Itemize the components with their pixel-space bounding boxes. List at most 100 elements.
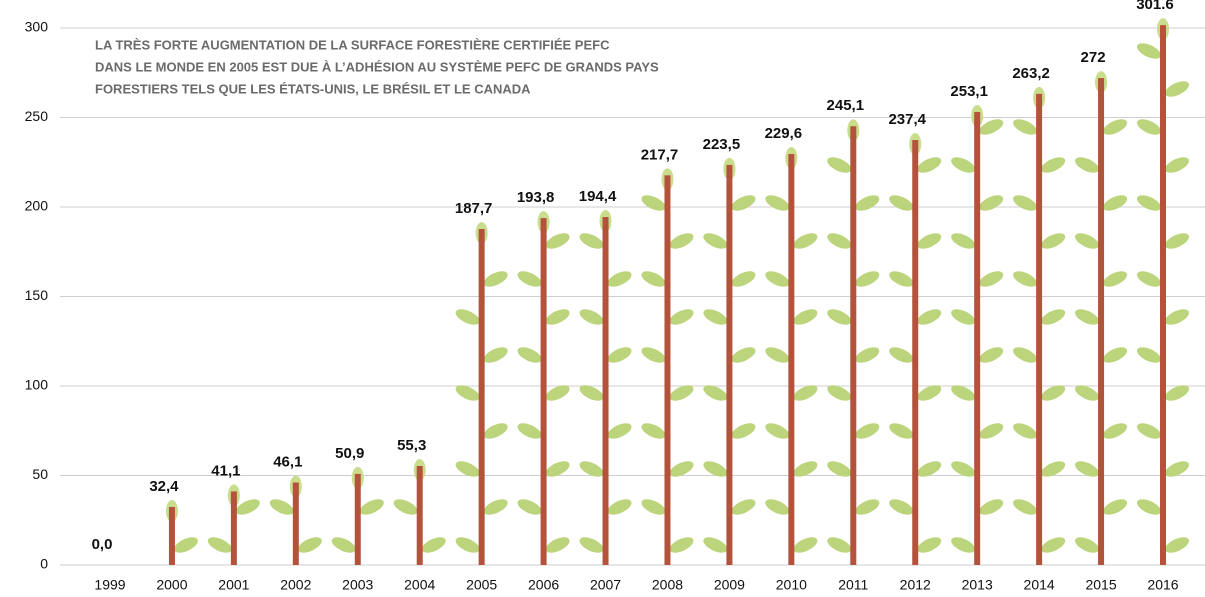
leaf xyxy=(515,496,544,518)
leaf xyxy=(949,230,978,252)
value-label: 0,0 xyxy=(92,536,113,553)
plant xyxy=(166,500,200,565)
leaf xyxy=(1163,534,1192,556)
bar xyxy=(850,126,856,565)
x-tick-label: 2016 xyxy=(1147,577,1178,593)
leaf xyxy=(887,496,916,518)
leaf xyxy=(1039,458,1068,480)
leaf xyxy=(949,382,978,404)
leaf xyxy=(853,344,882,366)
leaf xyxy=(791,534,820,556)
leaf xyxy=(791,230,820,252)
leaf xyxy=(701,534,730,556)
x-tick-label: 2005 xyxy=(466,577,497,593)
leaf xyxy=(515,344,544,366)
x-tick-label: 2002 xyxy=(280,577,311,593)
leaf xyxy=(667,306,696,328)
leaf xyxy=(763,496,792,518)
leaf xyxy=(1011,420,1040,442)
value-label: 272 xyxy=(1081,49,1106,66)
leaf xyxy=(1163,78,1192,100)
x-tick-label: 2014 xyxy=(1024,577,1055,593)
leaf xyxy=(701,458,730,480)
leaf xyxy=(887,192,916,214)
leaf xyxy=(481,420,510,442)
leaf xyxy=(949,534,978,556)
leaf xyxy=(1073,382,1102,404)
leaf xyxy=(853,192,882,214)
leaf xyxy=(825,154,854,176)
leaf xyxy=(1135,40,1164,62)
leaf xyxy=(667,382,696,404)
value-label: 194,4 xyxy=(579,188,617,205)
leaf xyxy=(605,496,634,518)
leaf xyxy=(577,534,606,556)
bar xyxy=(1160,25,1166,565)
leaf xyxy=(1011,116,1040,138)
bar xyxy=(912,140,918,565)
y-tick-label: 300 xyxy=(25,19,49,35)
plant xyxy=(1073,71,1130,565)
leaf xyxy=(543,230,572,252)
value-label: 55,3 xyxy=(397,437,426,454)
bar xyxy=(355,474,361,565)
bar xyxy=(974,112,980,565)
bar xyxy=(664,175,670,565)
leaf xyxy=(1163,154,1192,176)
x-tick-label: 2003 xyxy=(342,577,373,593)
leaf xyxy=(763,192,792,214)
leaf xyxy=(887,268,916,290)
leaf xyxy=(268,496,297,518)
plant xyxy=(268,475,325,565)
x-tick-label: 2011 xyxy=(838,577,868,593)
chart: LA TRÈS FORTE AUGMENTATION DE LA SURFACE… xyxy=(0,0,1205,597)
leaf xyxy=(577,230,606,252)
grid xyxy=(60,28,1205,565)
leaf xyxy=(977,344,1006,366)
leaf xyxy=(915,154,944,176)
leaf xyxy=(887,344,916,366)
plant xyxy=(1135,18,1192,565)
leaf xyxy=(577,306,606,328)
plant xyxy=(639,168,696,565)
leaf xyxy=(543,534,572,556)
value-label: 217,7 xyxy=(641,146,679,163)
leaf xyxy=(1101,192,1130,214)
leaf xyxy=(763,420,792,442)
leaf xyxy=(1101,344,1130,366)
bar xyxy=(541,218,547,565)
leaf xyxy=(1039,534,1068,556)
leaf xyxy=(825,230,854,252)
leaf xyxy=(639,192,668,214)
leaf xyxy=(915,458,944,480)
y-tick-label: 200 xyxy=(25,198,49,214)
leaf xyxy=(915,306,944,328)
leaf xyxy=(825,306,854,328)
leaf xyxy=(577,382,606,404)
x-tick-label: 2009 xyxy=(714,577,745,593)
leaf xyxy=(1073,154,1102,176)
value-label: 193,8 xyxy=(517,189,555,206)
leaf xyxy=(639,420,668,442)
leaf xyxy=(1039,154,1068,176)
plant xyxy=(515,211,572,565)
plant xyxy=(825,119,882,565)
leaf xyxy=(543,458,572,480)
y-tick-label: 250 xyxy=(25,108,49,124)
bar xyxy=(417,466,423,565)
leaf xyxy=(977,420,1006,442)
leaf xyxy=(481,344,510,366)
leaf xyxy=(296,534,325,556)
x-tick-label: 2015 xyxy=(1085,577,1116,593)
leaf xyxy=(1101,420,1130,442)
leaf xyxy=(329,534,358,556)
leaf xyxy=(949,154,978,176)
leaf xyxy=(639,496,668,518)
leaf xyxy=(791,382,820,404)
leaf xyxy=(419,534,448,556)
plant xyxy=(206,484,263,565)
leaf xyxy=(853,496,882,518)
leaf xyxy=(1039,382,1068,404)
leaf xyxy=(357,496,386,518)
leaf xyxy=(1163,382,1192,404)
